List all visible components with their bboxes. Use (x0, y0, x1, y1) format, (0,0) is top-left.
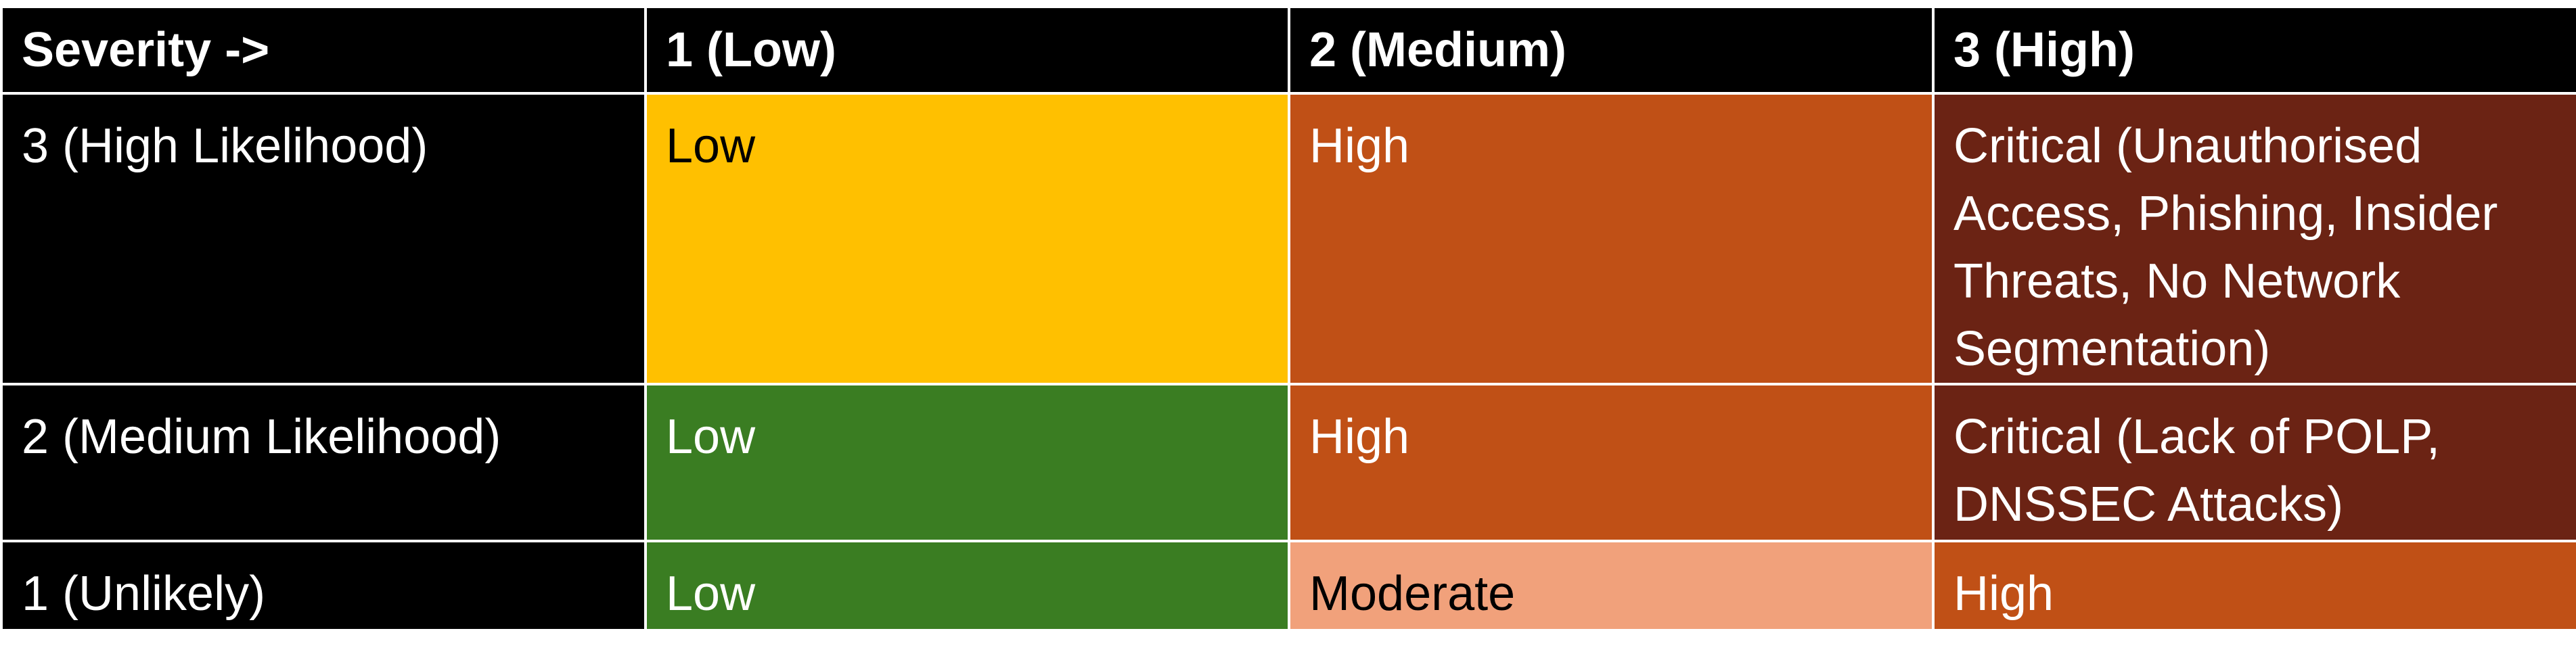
row-label: 1 (Unlikely) (0, 540, 647, 632)
table-row: 1 (Unlikely) Low Moderate High (0, 540, 2576, 632)
header-severity-low: 1 (Low) (644, 5, 1290, 95)
risk-cell: Critical (Lack of POLP, DNSSEC Attacks) (1932, 383, 2576, 542)
risk-cell: High (1288, 92, 1935, 385)
risk-cell: Moderate (1288, 540, 1935, 632)
risk-matrix-table: Severity -> 1 (Low) 2 (Medium) 3 (High) … (0, 5, 2576, 632)
risk-cell: Low (644, 92, 1290, 385)
risk-cell: High (1288, 383, 1935, 542)
table-row: 3 (High Likelihood) Low High Critical (U… (0, 92, 2576, 385)
header-severity-high: 3 (High) (1932, 5, 2576, 95)
header-severity-medium: 2 (Medium) (1288, 5, 1935, 95)
header-row: Severity -> 1 (Low) 2 (Medium) 3 (High) (0, 5, 2576, 95)
row-label: 3 (High Likelihood) (0, 92, 647, 385)
header-severity: Severity -> (0, 5, 647, 95)
risk-cell: Low (644, 383, 1290, 542)
risk-cell: Low (644, 540, 1290, 632)
risk-cell: Critical (Unauthorised Access, Phishing,… (1932, 92, 2576, 385)
table-row: 2 (Medium Likelihood) Low High Critical … (0, 383, 2576, 542)
risk-cell: High (1932, 540, 2576, 632)
row-label: 2 (Medium Likelihood) (0, 383, 647, 542)
